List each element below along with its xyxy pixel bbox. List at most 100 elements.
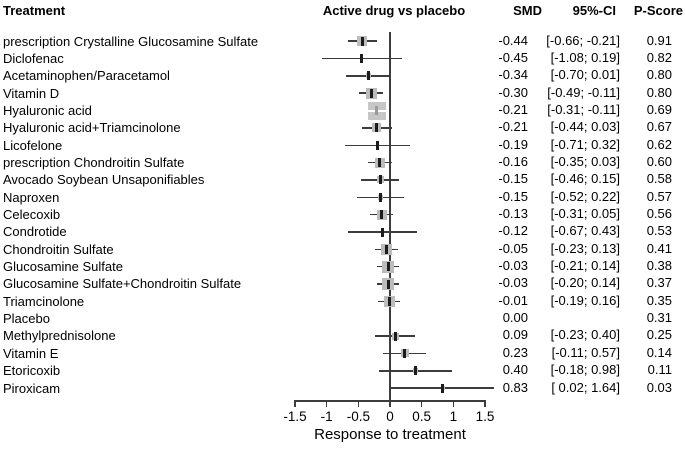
ci-value: [-0.44; 0.03] [550,119,620,135]
axis-tick [452,400,455,407]
point-tick [360,54,363,64]
point-tick [441,383,445,393]
ci-value: [-0.11; 0.57] [551,344,620,360]
point-tick [379,175,382,185]
treatment-label: Triamcinolone [3,293,85,309]
pscore-value: 0.41 [646,240,672,256]
smd-value: -0.21 [498,119,528,135]
treatment-label: Licofelone [3,137,63,153]
square-inner-tick [375,106,379,116]
point-tick [386,262,390,272]
axis-tick [389,400,391,407]
ci-value: [-0.49; -0.11] [547,84,620,100]
treatment-label: Hyaluronic acid [3,102,92,118]
col-header-treatment: Treatment [3,3,66,18]
treatment-label: Celecoxib [3,207,61,222]
treatment-label: Acetaminophen/Paracetamol [3,68,170,84]
axis-tick [325,400,328,407]
point-tick [376,140,380,150]
point-tick [379,192,382,202]
ci-value: [-1.08; 0.19] [550,49,620,65]
smd-value: 0.83 [502,379,528,395]
pscore-value: 0.60 [646,153,672,169]
col-header-plot: Active drug vs placebo [322,3,466,18]
pscore-value: 0.31 [646,310,672,326]
treatment-label: Naproxen [3,189,60,205]
axis-tick-label: 0.5 [412,409,432,424]
smd-value: -0.12 [498,223,528,239]
smd-value: 0.23 [502,344,528,360]
pscore-value: 0.67 [646,119,672,135]
point-tick [369,88,373,98]
x-axis-title: Response to treatment [314,426,466,443]
treatment-label: Glucosamine Sulfate [3,259,123,275]
point-tick [380,227,384,237]
smd-value: 0.40 [502,362,528,378]
ci-value: [-0.67; 0.43] [550,223,620,239]
pscore-value: 0.80 [646,84,672,100]
axis-tick [357,400,360,407]
smd-value: -0.45 [498,49,528,65]
pscore-value: 0.56 [646,206,672,221]
treatment-label: prescription Chondroitin Sulfate [3,154,185,170]
smd-value: -0.03 [498,275,528,291]
axis-tick-label: -1 [320,409,333,424]
point-tick [366,71,370,81]
point-tick [387,296,391,306]
pscore-value: 0.53 [646,223,672,239]
point-tick [403,348,407,358]
treatment-label: Avocado Soybean Unsaponifiables [3,172,205,188]
axis-tick-label: 1.5 [475,409,495,424]
point-tick [380,210,384,220]
smd-value: -0.16 [498,153,528,169]
ci-value: [-0.18; 0.98] [550,362,620,378]
ci-value: [-0.19; 0.16] [550,292,620,308]
point-tick [385,244,389,254]
treatment-label: Methylprednisolone [3,328,116,344]
point-square [367,101,386,120]
smd-value: -0.15 [498,171,528,187]
axis-tick [294,400,296,407]
pscore-value: 0.14 [646,344,672,360]
pscore-value: 0.11 [647,362,672,378]
ci-value: [ 0.02; 1.64] [551,379,620,395]
pscore-value: 0.80 [646,67,672,83]
axis-tick [420,400,423,407]
axis-tick-label: -0.5 [346,409,370,424]
axis-tick-label: 1 [449,409,458,424]
ci-value: [-0.46; 0.15] [550,171,620,187]
point-tick [360,36,364,46]
smd-value: -0.21 [498,101,528,117]
ci-value: [-0.35; 0.03] [550,153,620,169]
ci-value: [-0.71; 0.32] [550,136,620,152]
axis-tick-label: -1.5 [283,409,307,424]
smd-value: -0.19 [498,136,528,152]
treatment-label: Diclofenac [3,50,64,66]
point-tick [413,366,417,376]
pscore-value: 0.03 [646,379,672,395]
treatment-label: Chondroitin Sulfate [3,241,114,257]
pscore-value: 0.82 [646,49,672,65]
smd-value: -0.05 [498,240,528,256]
treatment-label: Vitamin D [3,85,60,101]
axis-tick [484,400,486,407]
pscore-value: 0.57 [646,188,672,204]
treatment-label: Condrotide [3,224,67,240]
ci-value: [-0.20; 0.14] [550,275,620,291]
pscore-value: 0.35 [646,292,672,308]
pscore-value: 0.62 [646,136,672,152]
axis-tick-label: 0 [386,409,394,424]
ci-value: [-0.52; 0.22] [550,188,620,204]
point-tick [386,279,390,289]
smd-value: 0.00 [502,310,528,326]
pscore-value: 0.58 [646,171,672,187]
pscore-value: 0.38 [646,258,672,274]
ci-value: [-0.31; -0.11] [547,101,620,117]
smd-value: -0.34 [498,67,528,83]
ci-value: [-0.66; -0.21] [546,32,620,48]
pscore-value: 0.37 [646,275,672,291]
ci-value: [-0.70; 0.01] [550,67,620,83]
smd-value: 0.09 [502,327,528,343]
point-tick [375,123,379,133]
